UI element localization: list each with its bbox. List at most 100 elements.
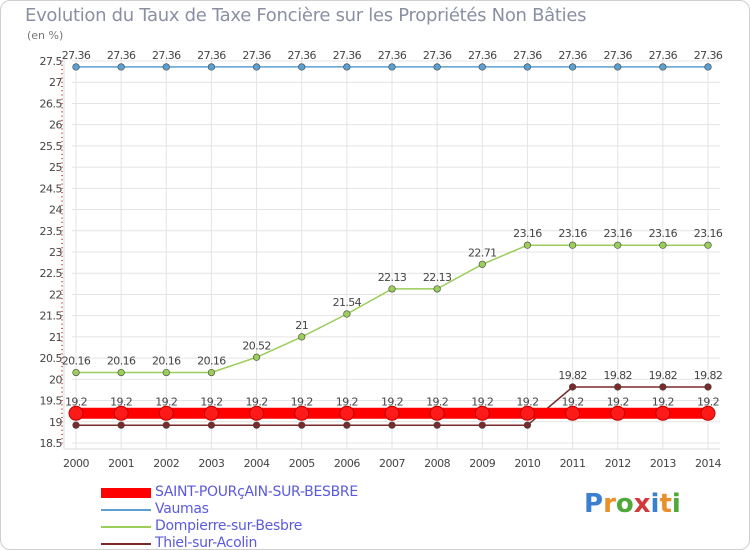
series-point-2 [162,368,170,377]
data-label: 19.2 [65,395,87,408]
y-tick-label: 21.5 [40,310,63,323]
series-point-1 [162,63,170,71]
series-point-1 [478,63,486,71]
data-label: 23.16 [558,227,587,240]
proxiti-logo: Proxiti [584,489,681,519]
data-label: 19.2 [246,395,268,408]
y-tick-label: 27 [49,76,62,89]
data-label: 27.36 [558,49,587,62]
data-label: 27.36 [694,49,723,62]
series-point-0 [565,405,581,421]
logo-letter: i [650,489,660,519]
y-tick-label: 27.5 [40,55,63,68]
data-label: 20.16 [152,355,181,368]
series-point-0 [700,405,716,421]
series-point-0 [519,405,535,421]
series-point-2 [388,285,396,293]
data-label: 19.2 [155,395,177,408]
x-tick-label: 2007 [379,457,405,470]
data-label: 27.36 [62,49,91,62]
x-tick-label: 2003 [198,457,224,470]
logo-letter: x [633,489,651,519]
logo-letter: P [584,489,604,519]
series-point-0 [655,405,671,421]
legend-label: Vaumas [155,501,209,517]
y-tick-label: 20.5 [40,352,63,365]
series-point-1 [72,63,80,71]
legend-swatch [101,543,151,545]
y-tick-label: 20 [49,373,62,386]
data-label: 20.16 [62,355,91,368]
x-tick-label: 2010 [514,457,540,470]
data-label: 19.82 [694,369,723,382]
data-label: 21 [295,319,308,332]
data-label: 27.36 [242,49,271,62]
series-point-1 [704,63,712,71]
data-label: 19.2 [336,395,358,408]
series-point-3 [343,421,351,429]
x-tick-label: 2009 [469,457,495,470]
series-point-0 [339,405,355,421]
data-label: 23.16 [513,227,542,240]
y-tick-label: 21 [49,331,62,344]
data-label: 19.2 [200,395,222,408]
series-point-1 [298,63,306,71]
data-label: 20.52 [242,339,271,352]
x-tick-label: 2005 [289,457,315,470]
legend-label: SAINT-POURçAIN-SUR-BESBRE [155,484,358,500]
data-label: 27.36 [603,49,632,62]
logo-letter: i [671,489,681,519]
series-point-3 [568,383,577,391]
series-point-2 [343,310,351,318]
x-tick-label: 2014 [695,457,721,470]
data-label: 22.71 [468,246,497,259]
data-label: 19.2 [110,395,132,408]
series-point-1 [252,63,261,71]
data-label: 19.2 [381,395,403,408]
data-label: 27.36 [333,49,362,62]
series-point-3 [162,421,170,429]
legend-label: Dompierre-sur-Besbre [155,518,303,534]
data-label: 20.16 [197,355,226,368]
series-point-1 [343,63,351,71]
data-label: 27.36 [287,49,316,62]
legend-swatch [101,488,151,498]
series-point-0 [384,405,400,421]
data-label: 27.36 [468,49,497,62]
data-label: 27.36 [423,49,452,62]
series-point-3 [659,383,667,391]
x-tick-label: 2012 [605,457,631,470]
series-point-1 [614,63,622,71]
series-point-2 [72,368,80,377]
y-tick-label: 24 [49,204,62,217]
data-label: 27.36 [649,49,678,62]
data-label: 21.54 [333,296,362,309]
x-tick-label: 2008 [424,457,450,470]
data-label: 22.13 [378,271,407,284]
data-label: 22.13 [423,271,452,284]
data-label: 23.16 [603,227,632,240]
series-point-2 [252,353,261,361]
data-label: 19.2 [516,395,538,408]
data-label: 19.2 [652,395,674,408]
y-tick-label: 18.5 [40,437,63,450]
series-point-0 [474,405,490,421]
y-tick-label: 23 [49,246,62,259]
legend-swatch [101,526,151,528]
y-tick-label: 26.5 [40,97,63,110]
data-label: 19.2 [607,395,629,408]
y-tick-label: 26 [49,119,62,132]
series-point-3 [433,421,441,429]
series-point-2 [614,241,622,249]
series-point-2 [117,368,125,377]
data-label: 23.16 [649,227,678,240]
series-point-0 [429,405,445,421]
series-point-3 [298,421,306,429]
series-point-1 [117,63,125,71]
series-point-1 [433,63,441,71]
series-point-0 [294,405,310,421]
series-point-3 [207,421,216,429]
series-point-1 [207,63,216,71]
y-tick-label: 22 [49,288,62,301]
